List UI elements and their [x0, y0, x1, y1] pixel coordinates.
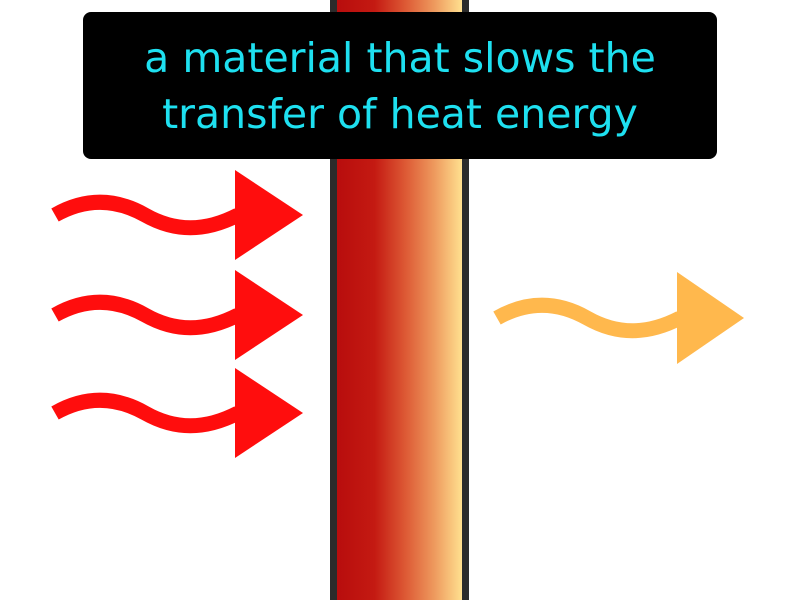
incoming-heat-arrow [51, 270, 303, 360]
definition-line-2: transfer of heat energy [162, 89, 638, 138]
incoming-heat-arrow [51, 170, 303, 260]
definition-caption: a material that slows the transfer of he… [83, 12, 717, 159]
outgoing-heat-arrow [493, 272, 744, 364]
definition-line-1: a material that slows the [144, 33, 656, 82]
incoming-heat-arrow [51, 368, 303, 458]
